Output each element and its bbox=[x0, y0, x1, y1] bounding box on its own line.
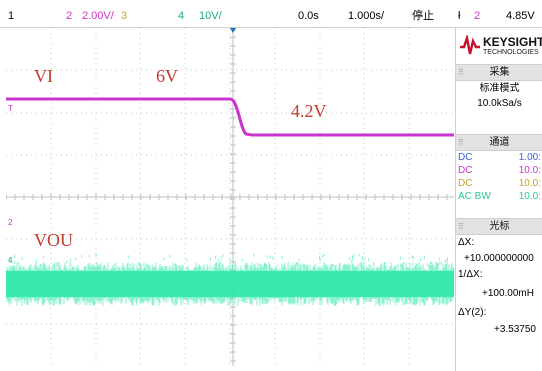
ch4-coupling[interactable]: AC BW bbox=[458, 191, 491, 202]
channel-4-trace bbox=[6, 253, 454, 306]
status-bar: 1 2 2.00V/ 3 4 10V/ 0.0s 1.000s/ 停止 ł 2 … bbox=[0, 0, 542, 28]
channel-2-scale[interactable]: 2.00V/ bbox=[82, 10, 114, 22]
acquire-mode: 标准模式 bbox=[479, 83, 520, 94]
waveform-plot bbox=[6, 28, 454, 366]
keysight-logo: KEYSIGHT TECHNOLOGIES bbox=[459, 33, 542, 61]
delta-x-label: ΔX: bbox=[458, 237, 475, 248]
ch2-coupling[interactable]: DC bbox=[458, 165, 473, 176]
channel-2-indicator[interactable]: 2 bbox=[66, 10, 73, 22]
channel-3-indicator[interactable]: 3 bbox=[121, 10, 128, 22]
channel-4-scale[interactable]: 10V/ bbox=[199, 10, 222, 22]
ch2-probe[interactable]: 10.0: bbox=[518, 165, 541, 176]
inverse-delta-x-label: 1/ΔX: bbox=[458, 269, 483, 280]
channel-4-ground-marker[interactable]: 4 bbox=[8, 256, 13, 265]
sidebar-panel: KEYSIGHT TECHNOLOGIES ⠿ 采集 标准模式 10.0kSa/s… bbox=[455, 28, 542, 371]
keysight-wave-icon bbox=[460, 35, 480, 55]
inverse-delta-x-value: +100.00mH bbox=[482, 288, 534, 299]
cursor-header[interactable]: ⠿ 光标 bbox=[456, 218, 542, 235]
vi-label: VI bbox=[34, 66, 53, 86]
channel-4-indicator[interactable]: 4 bbox=[178, 10, 185, 22]
vout-label: VOU bbox=[34, 230, 73, 250]
ch1-probe[interactable]: 1.00: bbox=[518, 152, 541, 163]
sample-rate: 10.0kSa/s bbox=[477, 98, 522, 109]
brand-sub: TECHNOLOGIES bbox=[483, 49, 539, 56]
waveform-display[interactable]: VI 6V 4.2V VOU T 2 4 bbox=[6, 28, 454, 366]
brand-name: KEYSIGHT bbox=[483, 35, 542, 49]
delta-y-value: +3.53750 bbox=[494, 324, 536, 335]
ch3-probe[interactable]: 10.0: bbox=[518, 178, 541, 189]
ch1-coupling[interactable]: DC bbox=[458, 152, 473, 163]
noise-spikes bbox=[6, 253, 454, 306]
voltage-6v-label: 6V bbox=[156, 66, 178, 86]
trigger-level[interactable]: 4.85V bbox=[506, 10, 535, 22]
trigger-level-marker[interactable]: T bbox=[8, 104, 13, 113]
time-delay[interactable]: 0.0s bbox=[298, 10, 319, 22]
channel-header[interactable]: ⠿ 通道 bbox=[456, 134, 542, 151]
ch4-probe[interactable]: 10.0: bbox=[518, 191, 541, 202]
channel-2-ground-marker[interactable]: 2 bbox=[8, 218, 13, 227]
ch3-coupling[interactable]: DC bbox=[458, 178, 473, 189]
time-scale[interactable]: 1.000s/ bbox=[348, 10, 385, 22]
trigger-channel[interactable]: 2 bbox=[474, 10, 481, 22]
time-reference-marker bbox=[230, 28, 236, 33]
graticule bbox=[6, 28, 454, 366]
delta-x-value: +10.000000000 bbox=[464, 253, 534, 264]
acquire-header[interactable]: ⠿ 采集 bbox=[456, 64, 542, 81]
trigger-icon: ł bbox=[458, 10, 461, 22]
voltage-4-2v-label: 4.2V bbox=[291, 101, 327, 121]
run-state[interactable]: 停止 bbox=[412, 10, 434, 22]
delta-y-label: ΔY(2): bbox=[458, 307, 487, 318]
channel-2-trace bbox=[6, 97, 454, 137]
channel-1-indicator[interactable]: 1 bbox=[8, 10, 15, 22]
